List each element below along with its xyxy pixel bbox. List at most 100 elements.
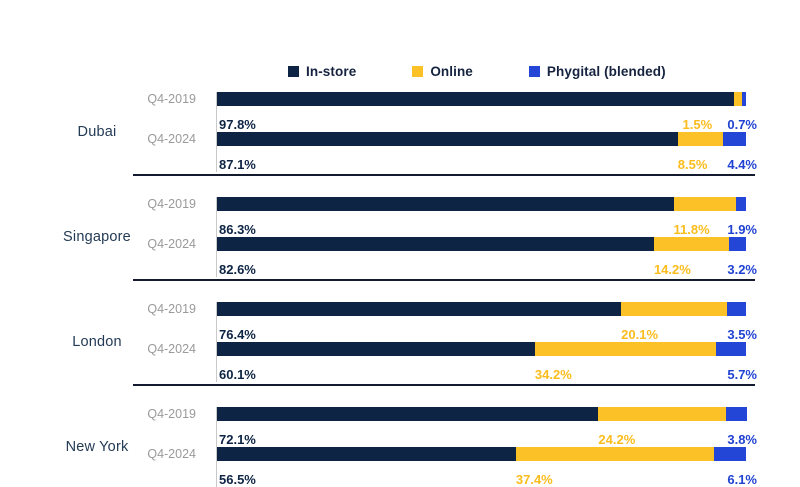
legend-label: Phygital (blended)	[546, 64, 666, 79]
section-divider	[133, 174, 755, 176]
legend-item: In-store	[288, 64, 356, 79]
phygital-value-label: 1.9%	[727, 222, 757, 237]
value-labels-row: 56.5% 37.4% 6.1%	[217, 472, 757, 487]
legend-swatch-icon	[288, 66, 299, 77]
value-labels-row: 72.1% 24.2% 3.8%	[217, 432, 757, 447]
segment-in-store	[217, 302, 622, 316]
bars-area: Dubai Q4-2019 97.8% 1.5% 0.7% Q4-2024 87…	[78, 92, 757, 172]
segment-in-store	[217, 342, 535, 356]
bar-row: Q4-2019	[147, 407, 747, 434]
segment-in-store	[217, 132, 678, 146]
period-label: Q4-2019	[147, 407, 196, 421]
city-group: Dubai Q4-2019 97.8% 1.5% 0.7% Q4-2024 87…	[0, 92, 800, 176]
segment-in-store	[217, 407, 599, 421]
city-group: Singapore Q4-2019 86.3% 11.8% 1.9% Q4-20…	[0, 176, 800, 281]
stacked-bar	[217, 197, 746, 211]
legend-item: Online	[412, 64, 473, 79]
in-store-value-label: 72.1%	[219, 432, 256, 447]
city-group: New York Q4-2019 72.1% 24.2% 3.8% Q4-202…	[0, 386, 800, 487]
online-value-label: 34.2%	[534, 367, 572, 382]
online-value-label: 14.2%	[653, 262, 691, 277]
phygital-value-label: 4.4%	[727, 157, 757, 172]
bars-area: New York Q4-2019 72.1% 24.2% 3.8% Q4-202…	[66, 407, 757, 487]
segment-online	[621, 302, 728, 316]
legend-label: Online	[430, 64, 473, 79]
bar-row: Q4-2024	[147, 447, 746, 474]
in-store-value-label: 60.1%	[219, 367, 256, 382]
period-label: Q4-2019	[147, 302, 196, 316]
city-label: London	[72, 334, 122, 350]
segment-in-store	[217, 92, 735, 106]
period-label: Q4-2024	[147, 342, 196, 356]
segment-online	[598, 407, 727, 421]
stacked-bar	[217, 237, 746, 251]
bars-area: London Q4-2019 76.4% 20.1% 3.5% Q4-2024 …	[72, 302, 757, 382]
in-store-value-label: 76.4%	[219, 327, 256, 342]
phygital-value-label: 3.5%	[727, 327, 757, 342]
online-value-label: 8.5%	[677, 157, 708, 172]
stacked-bar	[217, 342, 746, 356]
segment-online	[515, 447, 714, 461]
segment-phygital	[729, 237, 746, 251]
online-value-label: 11.8%	[673, 222, 710, 237]
bar-row: Q4-2024	[147, 342, 746, 369]
segment-in-store	[217, 237, 654, 251]
bar-row: Q4-2024	[147, 237, 746, 264]
section-divider	[133, 279, 755, 281]
stacked-bar	[217, 132, 746, 146]
period-label: Q4-2024	[147, 132, 196, 146]
city-label: New York	[65, 439, 129, 455]
value-labels-row: 82.6% 14.2% 3.2%	[217, 262, 757, 277]
section-divider	[133, 384, 755, 386]
bar-row: Q4-2019	[147, 197, 746, 224]
segment-phygital	[715, 342, 746, 356]
online-value-label: 37.4%	[515, 472, 553, 487]
stacked-bar	[217, 407, 747, 421]
legend-label: In-store	[306, 64, 357, 79]
bar-row: Q4-2019	[147, 92, 746, 119]
stacked-bar-chart: In-store Online Phygital (blended) Dubai…	[63, 64, 757, 487]
legend-swatch-icon	[412, 66, 424, 77]
segment-phygital	[726, 407, 747, 421]
legend-swatch-icon	[528, 66, 540, 77]
value-labels-row: 76.4% 20.1% 3.5%	[217, 327, 757, 342]
phygital-value-label: 5.7%	[727, 367, 757, 382]
segment-online	[677, 132, 723, 146]
segment-online	[653, 237, 730, 251]
segment-phygital	[742, 92, 746, 106]
online-value-label: 1.5%	[682, 117, 713, 132]
period-label: Q4-2024	[147, 237, 196, 251]
phygital-value-label: 3.8%	[727, 432, 757, 447]
stacked-bar	[217, 302, 746, 316]
period-label: Q4-2024	[147, 447, 196, 461]
in-store-value-label: 86.3%	[219, 222, 256, 237]
chart-sections: Dubai Q4-2019 97.8% 1.5% 0.7% Q4-2024 87…	[0, 92, 800, 487]
bars-area: Singapore Q4-2019 86.3% 11.8% 1.9% Q4-20…	[63, 197, 757, 277]
phygital-value-label: 0.7%	[727, 117, 757, 132]
segment-phygital	[713, 447, 746, 461]
segment-in-store	[217, 197, 674, 211]
segment-phygital	[722, 132, 746, 146]
segment-online	[534, 342, 716, 356]
chart-legend: In-store Online Phygital (blended)	[288, 64, 666, 79]
segment-online	[734, 92, 743, 106]
online-value-label: 24.2%	[598, 432, 636, 447]
city-label: Dubai	[77, 124, 117, 140]
bar-row: Q4-2024	[147, 132, 746, 159]
phygital-value-label: 6.1%	[727, 472, 757, 487]
city-label: Singapore	[63, 229, 131, 245]
segment-phygital	[735, 197, 746, 211]
bar-row: Q4-2019	[147, 302, 746, 329]
stacked-bar	[217, 92, 746, 106]
phygital-value-label: 3.2%	[727, 262, 757, 277]
in-store-value-label: 82.6%	[219, 262, 256, 277]
in-store-value-label: 87.1%	[219, 157, 256, 172]
online-value-label: 20.1%	[621, 327, 659, 342]
value-labels-row: 60.1% 34.2% 5.7%	[217, 367, 757, 382]
segment-online	[673, 197, 736, 211]
value-labels-row: 97.8% 1.5% 0.7%	[217, 117, 757, 132]
value-labels-row: 87.1% 8.5% 4.4%	[217, 157, 757, 172]
value-labels-row: 86.3% 11.8% 1.9%	[217, 222, 757, 237]
segment-phygital	[727, 302, 746, 316]
legend-item: Phygital (blended)	[528, 64, 666, 79]
